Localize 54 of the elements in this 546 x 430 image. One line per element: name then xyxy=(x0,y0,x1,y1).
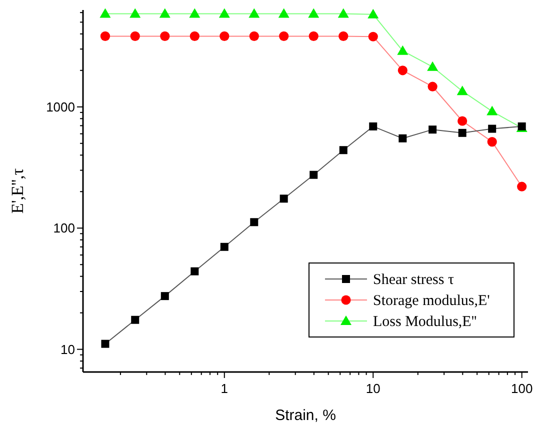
point xyxy=(218,8,230,18)
point xyxy=(338,31,348,41)
point xyxy=(310,170,318,179)
point xyxy=(280,194,288,203)
point xyxy=(131,316,140,324)
legend-label: Loss Modulus,E'' xyxy=(373,314,478,330)
y-tick-label: 1000 xyxy=(46,99,75,114)
point xyxy=(248,8,260,18)
point xyxy=(427,61,438,71)
y-tick-label: 10 xyxy=(60,342,75,357)
point xyxy=(100,31,110,41)
point xyxy=(130,31,140,41)
legend-label: Storage modulus,E' xyxy=(373,293,490,309)
point xyxy=(278,8,290,18)
x-tick-label: 1 xyxy=(220,381,228,396)
point xyxy=(220,31,230,41)
point xyxy=(308,31,318,41)
point xyxy=(398,66,408,76)
point xyxy=(486,106,498,116)
point xyxy=(458,128,466,137)
point xyxy=(488,124,496,133)
point xyxy=(456,86,468,96)
point xyxy=(189,8,200,18)
point xyxy=(279,31,289,41)
point xyxy=(458,116,468,126)
point xyxy=(249,31,259,41)
point xyxy=(308,8,320,18)
point xyxy=(250,218,258,226)
point xyxy=(220,242,228,251)
point xyxy=(368,32,378,42)
point xyxy=(517,182,527,192)
x-tick-label: 10 xyxy=(366,381,380,396)
point xyxy=(339,146,348,154)
point xyxy=(100,8,111,18)
y-tick-label: 100 xyxy=(53,220,75,236)
point xyxy=(190,267,199,276)
x-tick-label: 100 xyxy=(510,381,533,396)
point xyxy=(130,8,141,18)
point xyxy=(428,82,438,92)
y-axis-title: E',E'',τ xyxy=(8,168,27,214)
point xyxy=(397,45,408,55)
point xyxy=(160,292,169,300)
point xyxy=(487,137,497,147)
point xyxy=(428,126,437,134)
x-axis-title: Strain, % xyxy=(275,407,336,424)
point xyxy=(101,340,110,348)
point xyxy=(159,8,170,18)
point xyxy=(190,31,200,41)
point xyxy=(398,134,407,142)
point xyxy=(338,8,349,18)
point xyxy=(368,8,379,18)
point xyxy=(369,122,378,130)
legend-label: Shear stress τ xyxy=(373,272,454,288)
point xyxy=(160,31,170,41)
